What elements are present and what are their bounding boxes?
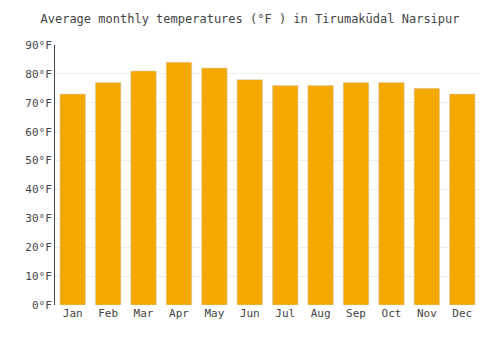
svg-text:Jan: Jan xyxy=(63,307,83,320)
svg-text:Jul: Jul xyxy=(275,307,295,320)
svg-text:40°F: 40°F xyxy=(25,183,52,196)
svg-text:Sep: Sep xyxy=(346,307,366,320)
svg-text:80°F: 80°F xyxy=(25,68,52,81)
svg-text:10°F: 10°F xyxy=(25,270,52,283)
svg-text:Jun: Jun xyxy=(240,307,260,320)
svg-text:20°F: 20°F xyxy=(25,241,52,254)
svg-text:0°F: 0°F xyxy=(32,299,52,312)
svg-text:90°F: 90°F xyxy=(25,39,52,52)
svg-text:Mar: Mar xyxy=(134,307,154,320)
svg-text:30°F: 30°F xyxy=(25,212,52,225)
svg-text:Oct: Oct xyxy=(382,307,402,320)
svg-text:Average monthly temperatures (: Average monthly temperatures (°F ) in Ti… xyxy=(40,12,459,26)
svg-text:Nov: Nov xyxy=(417,307,437,320)
svg-text:60°F: 60°F xyxy=(25,126,52,139)
svg-text:May: May xyxy=(204,307,224,320)
svg-text:70°F: 70°F xyxy=(25,97,52,110)
svg-text:Apr: Apr xyxy=(169,307,189,320)
svg-text:Dec: Dec xyxy=(452,307,472,320)
svg-text:50°F: 50°F xyxy=(25,154,52,167)
svg-text:Aug: Aug xyxy=(311,307,331,320)
svg-text:Feb: Feb xyxy=(98,307,118,320)
